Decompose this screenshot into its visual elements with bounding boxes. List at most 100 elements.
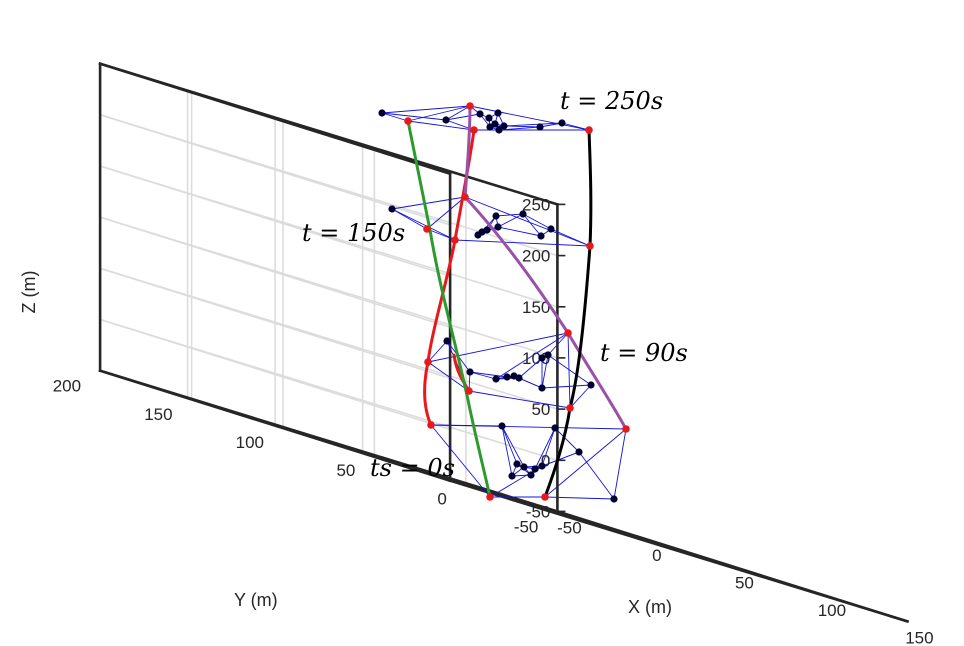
follower-agent	[443, 337, 451, 345]
network-link	[501, 425, 518, 465]
y-tick-label: 50	[336, 461, 355, 480]
z-tick-label: 0	[541, 451, 550, 470]
follower-agent	[531, 465, 539, 473]
network-link	[522, 213, 552, 230]
y-tick	[282, 426, 291, 431]
leader-agent	[466, 102, 474, 110]
network-link	[430, 424, 503, 427]
follower-agent	[503, 373, 511, 381]
grid-line	[99, 216, 558, 359]
leader-agent	[451, 236, 459, 244]
x-tick-label: 0	[652, 546, 661, 565]
leader-agent	[564, 329, 572, 337]
network-link	[426, 196, 466, 230]
follower-agent	[378, 109, 386, 117]
follower-agent	[551, 424, 559, 432]
network-link	[497, 226, 542, 237]
network-link	[547, 332, 569, 356]
y-tick-label: 150	[144, 405, 172, 424]
follower-agent	[492, 375, 500, 383]
follower-agent	[536, 123, 544, 131]
leader-agent	[423, 225, 431, 233]
network-link	[541, 427, 556, 467]
network-link	[445, 105, 471, 121]
leader-agent	[461, 193, 469, 201]
z-tick-label: 50	[531, 400, 550, 419]
network-link	[427, 361, 470, 392]
follower-agent	[500, 122, 508, 130]
z-tick-label: 100	[522, 349, 550, 368]
annotation-ts0: ts = 0s	[370, 454, 455, 482]
follower-agent	[494, 109, 502, 117]
follower-agent	[476, 110, 484, 118]
x-tick-label: -50	[557, 518, 582, 537]
annotation-t150: t = 150s	[302, 219, 405, 247]
floor-edge	[448, 479, 910, 624]
follower-agent	[520, 463, 528, 471]
network-link	[407, 105, 471, 122]
network-link	[561, 122, 590, 131]
follower-agent	[495, 126, 503, 134]
leader-agent	[470, 126, 478, 134]
y-tick-label: -50	[514, 517, 539, 536]
network-link	[430, 424, 491, 498]
trajectory-black	[543, 128, 593, 499]
network-link	[407, 120, 475, 131]
follower-agent	[508, 472, 516, 480]
follower-agent	[474, 231, 482, 239]
x-tick-label: 150	[905, 628, 933, 646]
grid-lines	[99, 62, 908, 623]
y-tick	[465, 482, 474, 487]
x-tick	[812, 590, 821, 595]
leader-agent	[586, 242, 594, 250]
y-tick	[374, 454, 383, 459]
trajectory-purple	[463, 104, 628, 431]
annotation-t250: t = 250s	[560, 87, 663, 115]
y-tick-label: 100	[236, 433, 264, 452]
follower-agent	[538, 384, 546, 392]
network-link	[464, 196, 591, 247]
follower-agent	[492, 212, 500, 220]
follower-agent	[538, 354, 546, 362]
y-tick	[99, 369, 108, 374]
y-axis-label: Y (m)	[234, 590, 278, 610]
z-tick-label: 200	[522, 247, 550, 266]
network-link	[541, 384, 592, 389]
leader-agent	[427, 421, 435, 429]
z-tick-label: -50	[526, 502, 551, 521]
network-link	[454, 239, 591, 247]
follower-agent	[558, 119, 566, 127]
top-edge	[98, 62, 452, 176]
z-tick-label: 250	[522, 195, 550, 214]
network-link	[381, 105, 471, 114]
follower-agent	[515, 374, 523, 382]
follower-agent	[388, 205, 396, 213]
follower-agent	[485, 114, 493, 122]
network-link	[534, 427, 556, 470]
trajectory-green	[406, 119, 492, 499]
network-link	[613, 428, 627, 500]
follower-agent	[519, 210, 527, 218]
network-link	[569, 384, 592, 409]
network-link	[544, 428, 627, 498]
leader-agent	[486, 493, 494, 501]
leader-agent	[622, 425, 630, 433]
annotation-t90: t = 90s	[600, 339, 688, 367]
network-link	[541, 354, 549, 389]
follower-agent	[610, 495, 618, 503]
grid-line	[99, 165, 558, 308]
network-link	[554, 427, 580, 453]
network-link	[503, 122, 563, 127]
leader-agent	[585, 126, 593, 134]
x-tick-label: 50	[735, 573, 754, 592]
y-tick-label: 0	[437, 489, 446, 508]
floor-edge	[98, 369, 452, 483]
x-tick	[637, 535, 646, 540]
follower-agent	[494, 223, 502, 231]
network-link	[381, 112, 447, 121]
network-link	[550, 228, 591, 247]
network-link	[468, 390, 571, 409]
follower-agent	[547, 225, 555, 233]
trajectories	[406, 104, 628, 499]
